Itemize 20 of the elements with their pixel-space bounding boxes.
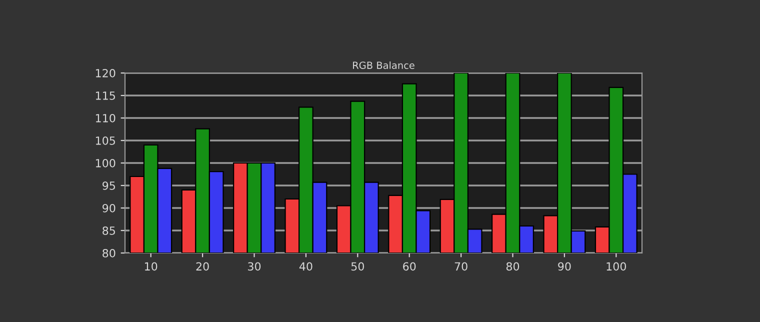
y-tick-label: 105 — [96, 136, 115, 145]
y-tick-label: 115 — [96, 92, 115, 100]
x-tick-label: 10 — [145, 262, 158, 271]
x-tick-label: 70 — [454, 262, 468, 271]
x-tick-label: 50 — [351, 262, 364, 271]
x-tick-label: 60 — [403, 262, 416, 271]
x-tick-label: 20 — [196, 262, 209, 271]
x-tick-label: 90 — [558, 262, 571, 271]
y-tick-label: 80 — [102, 248, 116, 258]
x-tick-label: 100 — [606, 262, 626, 271]
y-tick-label: 90 — [102, 204, 116, 212]
y-tick-label: 95 — [102, 181, 115, 190]
x-tick-label: 80 — [506, 262, 520, 271]
chart-title: RGB Balance — [353, 61, 414, 69]
y-tick-label: 110 — [96, 114, 116, 122]
y-tick-label: 85 — [102, 226, 115, 235]
x-tick-label: 40 — [299, 262, 312, 271]
y-tick-label: 120 — [96, 68, 116, 78]
y-tick-label: 100 — [96, 158, 116, 168]
x-tick-label: 30 — [248, 262, 261, 271]
